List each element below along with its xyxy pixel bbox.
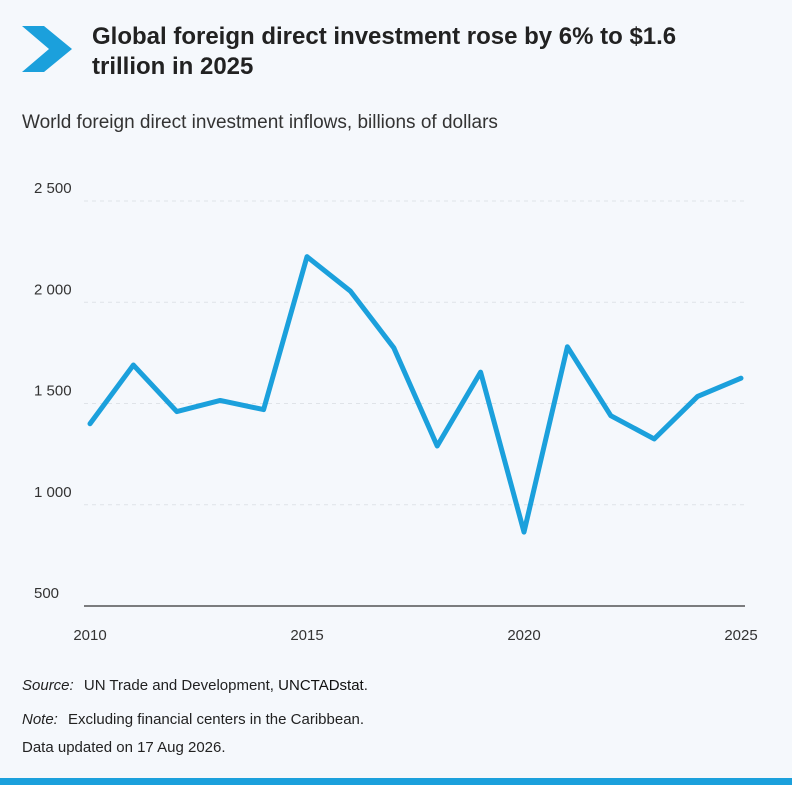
y-tick-label: 2 000 bbox=[34, 281, 72, 298]
chart-title: Global foreign direct investment rose by… bbox=[92, 23, 677, 80]
y-tick-label: 1 500 bbox=[34, 383, 72, 400]
updated-line: Data updated on 17 Aug 2026. bbox=[22, 739, 226, 756]
note-text: Excluding financial centers in the Carib… bbox=[68, 711, 365, 728]
source-link[interactable]: UNCTADstat bbox=[278, 677, 364, 694]
source-text: UN Trade and Development, bbox=[83, 677, 274, 694]
bottom-accent-bar bbox=[0, 778, 792, 785]
chart-header: Global foreign direct investment rose by… bbox=[22, 22, 772, 86]
note-line: Note: Excluding financial centers in the… bbox=[22, 711, 364, 728]
source-label: Source: bbox=[22, 677, 74, 694]
x-tick-label: 2010 bbox=[73, 627, 106, 644]
line-chart: 2 500 2 000 1 500 1 000 500 2010 2015 2020 2025 bbox=[34, 180, 758, 644]
y-tick-label: 500 bbox=[34, 585, 59, 602]
series-line bbox=[87, 254, 744, 535]
chart-subtitle: World foreign direct investment inflows,… bbox=[22, 112, 498, 133]
x-tick-label: 2020 bbox=[507, 627, 540, 644]
y-tick-label: 1 000 bbox=[34, 484, 72, 501]
x-tick-label: 2015 bbox=[290, 627, 323, 644]
source-line: Source: UN Trade and Development, UNCTAD… bbox=[22, 677, 368, 694]
y-tick-label: 2 500 bbox=[34, 180, 72, 197]
x-tick-label: 2025 bbox=[724, 627, 757, 644]
chevron-right-icon bbox=[22, 26, 72, 72]
note-label: Note: bbox=[22, 711, 58, 728]
source-end: . bbox=[363, 677, 368, 694]
